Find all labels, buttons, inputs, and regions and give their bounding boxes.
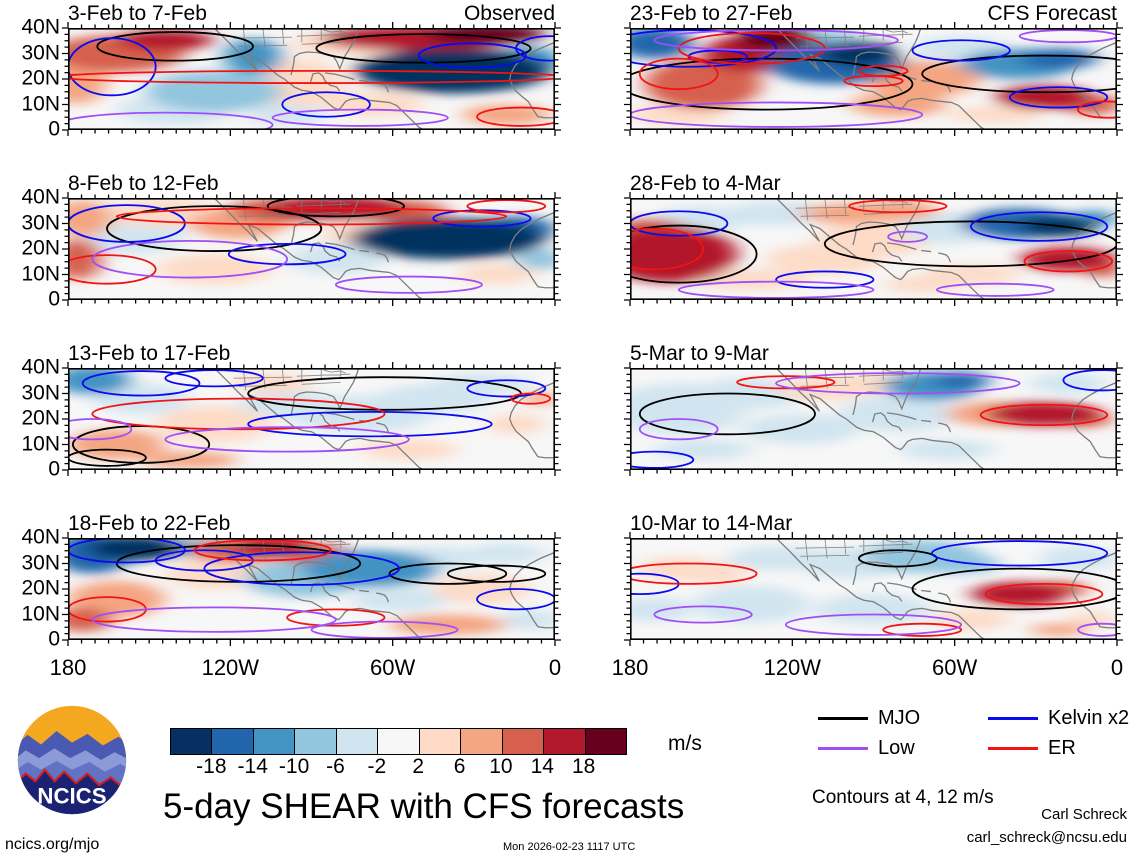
y-axis-label: 10N xyxy=(21,92,60,116)
colorbar-segment xyxy=(461,729,503,754)
colorbar-tick-label: -14 xyxy=(237,755,268,778)
colorbar-tick-label: 10 xyxy=(489,755,513,778)
panel-corner-label: CFS Forecast xyxy=(987,2,1117,25)
colorbar-tick-label: 2 xyxy=(412,755,425,778)
y-axis-label: 0 xyxy=(48,627,60,651)
y-axis-label: 30N xyxy=(21,551,60,575)
y-axis-label: 20N xyxy=(21,66,60,90)
y-axis-label: 20N xyxy=(21,406,60,430)
panel-title: 8-Feb to 12-Feb xyxy=(68,172,219,195)
colorbar-segment xyxy=(171,729,213,754)
footer-timestamp: Mon 2026-02-23 1117 UTC xyxy=(503,841,636,853)
legend-line-mjo xyxy=(818,717,868,720)
legend-label: MJO xyxy=(878,707,921,729)
colorbar-tick-label: 14 xyxy=(530,755,554,778)
colorbar-tick-label: -2 xyxy=(367,755,387,778)
colorbar-segment xyxy=(212,729,254,754)
x-axis-label: 0 xyxy=(548,655,562,680)
y-axis-label: 40N xyxy=(21,355,60,379)
y-axis-label: 40N xyxy=(21,185,60,209)
legend-label: Low xyxy=(878,737,915,759)
map-panel xyxy=(62,192,561,306)
legend-line-kelvin-x2 xyxy=(988,717,1038,720)
map-panel xyxy=(62,22,561,136)
panel-title: 18-Feb to 22-Feb xyxy=(68,512,231,535)
colorbar-tick-label: -6 xyxy=(326,755,345,778)
panel-title: 3-Feb to 7-Feb xyxy=(68,2,207,25)
y-axis-label: 10N xyxy=(21,262,60,286)
x-axis-label: 60W xyxy=(932,655,978,680)
colorbar-tick-label: 6 xyxy=(453,755,466,778)
x-axis-label: 180 xyxy=(49,655,87,680)
y-axis-label: 0 xyxy=(48,287,60,311)
colorbar-tick-label: -10 xyxy=(278,755,310,778)
figure-title: 5-day SHEAR with CFS forecasts xyxy=(163,787,685,826)
y-axis-label: 0 xyxy=(48,117,60,141)
panel-corner-label: Observed xyxy=(463,2,555,25)
map-panel xyxy=(624,532,1123,646)
logo-text: NCICS xyxy=(37,784,106,809)
colorbar-segment xyxy=(419,729,462,754)
y-axis-label: 20N xyxy=(21,236,60,260)
panel-title: 5-Mar to 9-Mar xyxy=(630,342,769,365)
x-axis-label: 120W xyxy=(201,655,260,680)
y-axis-label: 20N xyxy=(21,576,60,600)
y-axis-label: 10N xyxy=(21,432,60,456)
colorbar-segment xyxy=(585,729,626,754)
x-axis-label: 120W xyxy=(763,655,822,680)
credit-name: Carl Schreck xyxy=(1041,806,1127,823)
colorbar xyxy=(170,728,627,755)
colorbar-segment xyxy=(253,729,296,754)
legend-line-low xyxy=(818,747,868,750)
map-panel xyxy=(624,362,1123,476)
y-axis-label: 40N xyxy=(21,525,60,549)
colorbar-segment xyxy=(544,729,586,754)
colorbar-segment xyxy=(336,729,379,754)
x-axis-label: 0 xyxy=(1110,655,1124,680)
x-axis-label: 60W xyxy=(370,655,416,680)
colorbar-segment xyxy=(378,729,420,754)
map-panel xyxy=(624,192,1123,306)
map-panel xyxy=(624,22,1123,136)
panel-title: 13-Feb to 17-Feb xyxy=(68,342,231,365)
legend-line-er xyxy=(988,747,1038,750)
map-panel xyxy=(62,532,561,646)
colorbar-tick-label: -18 xyxy=(196,755,227,778)
footer-url: ncics.org/mjo xyxy=(5,836,100,853)
panel-title: 23-Feb to 27-Feb xyxy=(630,2,793,25)
legend-label: Kelvin x2 xyxy=(1048,707,1130,729)
y-axis-label: 30N xyxy=(21,41,60,65)
legend-label: ER xyxy=(1048,737,1076,759)
x-axis-label: 180 xyxy=(611,655,649,680)
y-axis-label: 30N xyxy=(21,381,60,405)
ncics-logo: NCICS xyxy=(17,705,127,815)
y-axis-label: 10N xyxy=(21,602,60,626)
credit-email: carl_schreck@ncsu.edu xyxy=(966,829,1127,846)
map-panel xyxy=(62,362,561,476)
panel-title: 10-Mar to 14-Mar xyxy=(630,512,793,535)
panel-title: 28-Feb to 4-Mar xyxy=(630,172,781,195)
colorbar-segment xyxy=(502,729,545,754)
colorbar-segment xyxy=(295,729,337,754)
contours-note: Contours at 4, 12 m/s xyxy=(812,787,994,808)
y-axis-label: 0 xyxy=(48,457,60,481)
colorbar-tick-label: 18 xyxy=(571,755,596,778)
colorbar-units-label: m/s xyxy=(668,732,702,755)
y-axis-label: 30N xyxy=(21,211,60,235)
y-axis-label: 40N xyxy=(21,15,60,39)
